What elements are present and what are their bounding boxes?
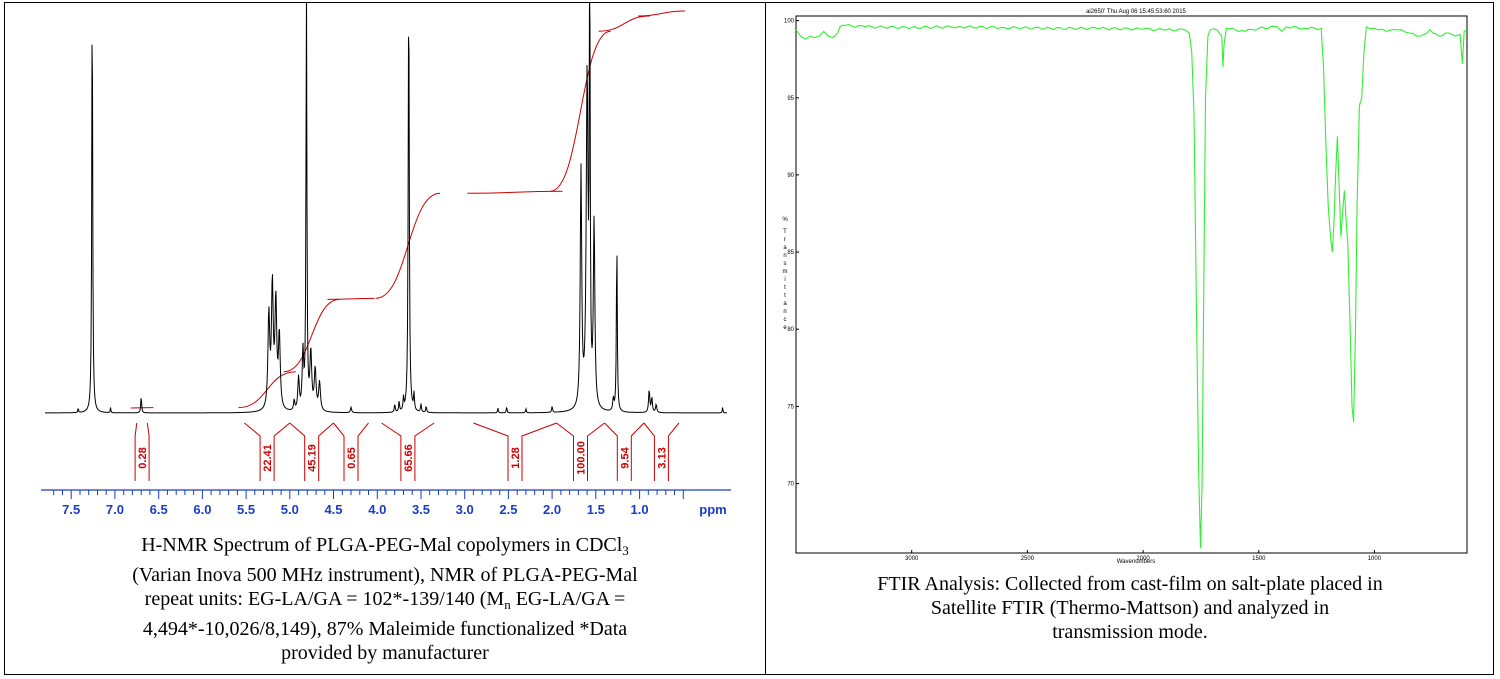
nmr-integral-bracket (333, 422, 369, 481)
nmr-integral-bracket (473, 422, 557, 481)
nmr-caption-line-1: H-NMR Spectrum of PLGA-PEG-Mal copolymer… (15, 533, 755, 563)
nmr-integral-label: 3.13 (656, 447, 668, 468)
ftir-y-axis-label-char: s (784, 261, 787, 267)
nmr-integral-bracket (134, 422, 150, 481)
ftir-y-tick-label: 75 (787, 404, 794, 410)
ftir-plot-frame (795, 15, 1468, 554)
nmr-caption-line-3: repeat units: EG-LA/GA = 102*-139/140 (M… (15, 587, 755, 617)
nmr-integral-bracket (604, 422, 645, 481)
nmr-tick-label: 1.0 (631, 502, 649, 517)
ftir-y-axis-label-char: n (783, 253, 786, 259)
nmr-integral-bracket (643, 422, 680, 481)
nmr-integral-label: 100.00 (576, 441, 588, 475)
nmr-tick-label: 7.5 (62, 502, 80, 517)
nmr-integral-bracket (381, 422, 435, 481)
nmr-integral-label: 65.66 (403, 444, 415, 472)
ftir-x-axis-label: Wavenumbers (1117, 559, 1155, 565)
nmr-integral-curve (467, 190, 563, 194)
ftir-x-tick-label: 1000 (1368, 556, 1382, 562)
ftir-y-tick-label: 95 (787, 96, 794, 102)
ftir-title: ai2650' Thu Aug 06 15:45:53:60 2015 (1086, 9, 1186, 15)
nmr-integral-label: 0.28 (137, 447, 149, 468)
ftir-panel: ai2650' Thu Aug 06 15:45:53:60 2015 100 9… (766, 3, 1494, 675)
ftir-y-tick-label: 70 (787, 482, 794, 488)
ftir-y-axis-label-char: a (783, 245, 787, 251)
nmr-caption-text: H-NMR Spectrum of PLGA-PEG-Mal copolymer… (141, 534, 623, 556)
ftir-y-axis-label-char: n (783, 309, 786, 315)
ftir-y-axis-label-char: e (783, 325, 787, 331)
ftir-caption-line-3: transmission mode. (1052, 621, 1208, 643)
nmr-panel: 0.28 22.41 45.19 0.65 65.66 1.28 100.00 9.54 3.1… (5, 0, 765, 675)
nmr-tick-label: 2.0 (543, 502, 561, 517)
nmr-caption-line-4: 4,494*-10,026/8,149), 87% Maleimide func… (142, 618, 628, 640)
ftir-x-tick-label: 2500 (1021, 556, 1035, 562)
nmr-integral-curve (550, 30, 611, 192)
nmr-integral-bracket (244, 422, 291, 481)
nmr-integral-label: 22.41 (262, 444, 274, 472)
ftir-caption: FTIR Analysis: Collected from cast-film … (776, 572, 1484, 644)
ftir-y-axis-label-char: a (783, 301, 787, 307)
nmr-x-axis: 7.5 7.0 6.5 6.0 5.5 5.0 4.5 4.0 3.5 3.0 2.5 2.0 1.5 1… (41, 489, 731, 517)
nmr-tick-label: 3.5 (412, 502, 430, 517)
nmr-integral-curve (637, 10, 685, 17)
nmr-tick-label: 5.5 (237, 502, 255, 517)
ftir-y-tick-label: 100 (784, 19, 795, 25)
nmr-integral-curve (598, 15, 650, 32)
nmr-tick-label: 7.0 (106, 502, 124, 517)
ftir-y-axis-label-char: t (784, 285, 786, 291)
ftir-chart: ai2650' Thu Aug 06 15:45:53:60 2015 100 9… (782, 9, 1468, 565)
nmr-tick-label: 2.5 (499, 502, 517, 517)
nmr-chart: 0.28 22.41 45.19 0.65 65.66 1.28 100.00 9.54 3.1… (41, 0, 731, 517)
ftir-series-line (795, 23, 1468, 549)
nmr-caption-subscript: 3 (622, 543, 629, 558)
ftir-y-axis-label-char: r (784, 237, 786, 243)
nmr-integral-curve (327, 297, 375, 300)
ftir-y-axis-label-char: i (784, 277, 785, 283)
nmr-tick-label: 1.5 (587, 502, 605, 517)
ftir-y-axis-label-char: t (784, 293, 786, 299)
nmr-tick-label: 6.5 (150, 502, 168, 517)
nmr-caption: H-NMR Spectrum of PLGA-PEG-Mal copolymer… (15, 533, 755, 665)
nmr-caption-line-5: provided by manufacturer (281, 642, 489, 664)
nmr-spectrum-line (45, 0, 727, 414)
nmr-integral-bracket (289, 422, 334, 481)
nmr-caption-subscript: n (504, 597, 511, 612)
nmr-tick-label: 3.0 (456, 502, 474, 517)
nmr-integral-brackets: 0.28 22.41 45.19 0.65 65.66 1.28 100.00 9.54 3.1… (134, 422, 680, 481)
panel-divider (765, 2, 766, 675)
nmr-integral-label: 0.65 (346, 447, 358, 468)
nmr-tick-label: ppm (699, 502, 726, 517)
nmr-integral-label: 9.54 (619, 446, 631, 468)
ftir-y-tick-label: 80 (787, 327, 794, 333)
nmr-tick-label: 4.0 (368, 502, 386, 517)
nmr-spectrum-group (45, 0, 727, 414)
ftir-caption-line-2: Satellite FTIR (Thermo-Mattson) and anal… (930, 597, 1330, 619)
ftir-x-tick-label: 2000 (1136, 556, 1150, 562)
ftir-y-tick-label: 85 (787, 250, 794, 256)
nmr-caption-line-2: (Varian Inova 500 MHz instrument), NMR o… (132, 564, 638, 586)
ftir-x-axis: 3000 2500 2000 1500 1000 (905, 550, 1382, 562)
ftir-y-axis-label-char: c (784, 317, 787, 323)
nmr-caption-text: repeat units: EG-LA/GA = 102*-139/140 (M (144, 588, 505, 610)
nmr-integral-label: 45.19 (307, 444, 319, 472)
nmr-tick-label: 4.5 (324, 502, 342, 517)
ftir-caption-line-1: FTIR Analysis: Collected from cast-film … (877, 573, 1383, 595)
nmr-caption-text: EG-LA/GA = (510, 588, 626, 610)
ftir-x-tick-label: 1500 (1252, 556, 1266, 562)
ftir-y-tick-label: 90 (787, 173, 794, 179)
figure-frame (4, 2, 1494, 675)
ftir-y-axis-label-char: % (782, 217, 788, 223)
ftir-y-axis-label-char: m (783, 269, 788, 275)
ftir-y-axis-label-char: T (783, 229, 787, 235)
nmr-integral-curve (283, 298, 340, 373)
ftir-y-axis: 100 95 90 85 80 75 70 (784, 19, 799, 488)
ftir-x-tick-label: 3000 (905, 556, 919, 562)
nmr-integral-label: 1.28 (510, 447, 522, 468)
nmr-integral-bracket (556, 422, 605, 481)
nmr-tick-label: 5.0 (281, 502, 299, 517)
nmr-tick-label: 6.0 (193, 502, 211, 517)
